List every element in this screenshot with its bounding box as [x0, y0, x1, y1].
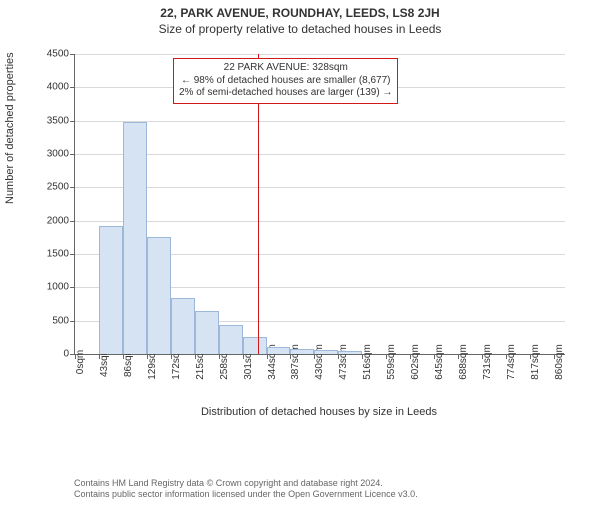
- grid-line: [75, 221, 565, 222]
- footer-line-1: Contains HM Land Registry data © Crown c…: [74, 478, 418, 489]
- x-tick-label: 473sqm: [338, 344, 349, 380]
- x-tick-label: 817sqm: [530, 344, 541, 380]
- histogram-bar: [290, 349, 314, 354]
- x-tick-label: 645sqm: [434, 344, 445, 380]
- histogram-bar: [243, 337, 267, 354]
- footer-attribution: Contains HM Land Registry data © Crown c…: [74, 478, 418, 501]
- y-axis-label: Number of detached properties: [4, 52, 16, 204]
- x-tick-label: 774sqm: [506, 344, 517, 380]
- grid-line: [75, 187, 565, 188]
- title-main: 22, PARK AVENUE, ROUNDHAY, LEEDS, LS8 2J…: [0, 6, 600, 20]
- histogram-bar: [338, 351, 362, 354]
- y-tick-label: 4500: [47, 49, 69, 60]
- x-tick-label: 731sqm: [482, 344, 493, 380]
- y-tick-mark: [70, 154, 75, 155]
- footer-line-2: Contains public sector information licen…: [74, 489, 418, 500]
- callout-line-1: 22 PARK AVENUE: 328sqm: [179, 62, 392, 75]
- histogram-bar: [219, 325, 243, 354]
- grid-line: [75, 54, 565, 55]
- y-tick-label: 0: [63, 349, 69, 360]
- histogram-bar: [195, 311, 219, 354]
- histogram-bar: [314, 350, 338, 354]
- y-tick-label: 2000: [47, 215, 69, 226]
- callout-line-2: ← 98% of detached houses are smaller (8,…: [179, 75, 392, 88]
- histogram-bar: [147, 237, 171, 354]
- title-sub: Size of property relative to detached ho…: [0, 22, 600, 36]
- x-axis-label: Distribution of detached houses by size …: [201, 406, 437, 418]
- histogram-bar: [99, 226, 123, 354]
- callout-line-3: 2% of semi-detached houses are larger (1…: [179, 87, 392, 100]
- x-tick-label: 860sqm: [554, 344, 565, 380]
- x-tick-label: 602sqm: [410, 344, 421, 380]
- y-tick-mark: [70, 187, 75, 188]
- y-tick-label: 4000: [47, 82, 69, 93]
- y-tick-mark: [70, 87, 75, 88]
- y-tick-mark: [70, 287, 75, 288]
- x-tick-label: 516sqm: [362, 344, 373, 380]
- x-tick-label: 559sqm: [386, 344, 397, 380]
- y-tick-mark: [70, 254, 75, 255]
- y-tick-mark: [70, 221, 75, 222]
- x-tick-label: 688sqm: [458, 344, 469, 380]
- plot-region: 0500100015002000250030003500400045000sqm…: [74, 54, 565, 355]
- histogram-bar: [123, 122, 147, 354]
- x-tick-label: 0sqm: [75, 350, 86, 374]
- y-tick-label: 3000: [47, 149, 69, 160]
- histogram-bar: [171, 298, 195, 354]
- y-tick-label: 1500: [47, 249, 69, 260]
- callout-box: 22 PARK AVENUE: 328sqm← 98% of detached …: [173, 58, 398, 104]
- y-tick-mark: [70, 54, 75, 55]
- y-tick-mark: [70, 321, 75, 322]
- grid-line: [75, 121, 565, 122]
- y-tick-label: 500: [52, 315, 69, 326]
- chart-area: Number of detached properties 0500100015…: [0, 44, 600, 444]
- y-tick-mark: [70, 121, 75, 122]
- grid-line: [75, 154, 565, 155]
- histogram-bar: [267, 347, 291, 354]
- y-tick-label: 3500: [47, 115, 69, 126]
- y-tick-label: 1000: [47, 282, 69, 293]
- y-tick-label: 2500: [47, 182, 69, 193]
